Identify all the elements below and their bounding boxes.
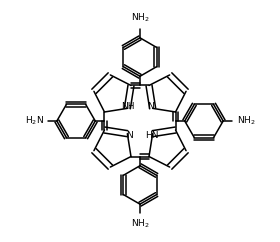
Text: H$_2$N: H$_2$N — [25, 115, 43, 127]
Text: NH$_2$: NH$_2$ — [237, 115, 255, 127]
Text: NH$_2$: NH$_2$ — [131, 218, 149, 230]
Text: HN: HN — [145, 131, 158, 140]
Text: N: N — [148, 102, 154, 111]
Text: N: N — [126, 131, 132, 140]
Text: NH$_2$: NH$_2$ — [131, 12, 149, 24]
Text: NH: NH — [122, 102, 135, 111]
